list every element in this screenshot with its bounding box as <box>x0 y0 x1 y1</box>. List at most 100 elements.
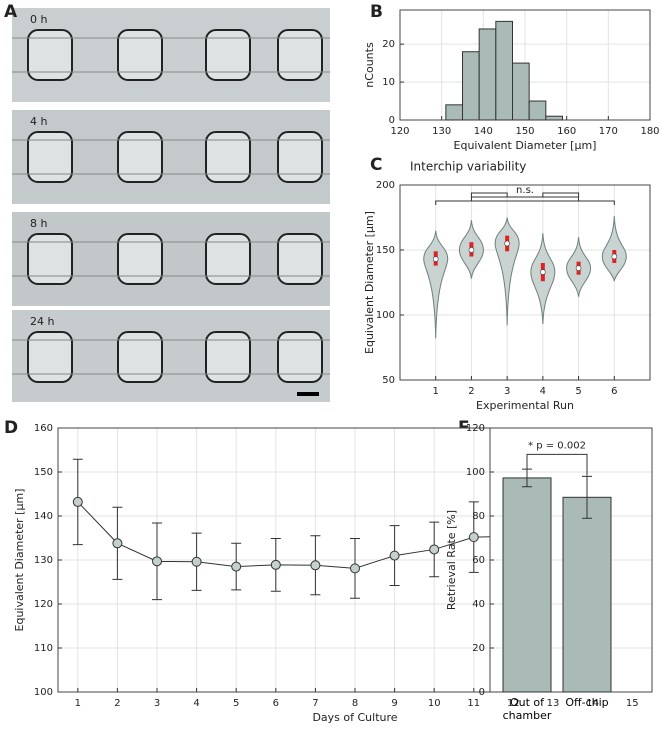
bar <box>562 496 612 693</box>
chamber <box>117 233 163 285</box>
y-tick-label: 150 <box>376 245 395 256</box>
y-tick-label: 20 <box>472 643 485 654</box>
x-tick-label: 1 <box>433 386 439 397</box>
y-tick-label: 0 <box>479 687 485 698</box>
data-point <box>350 563 360 574</box>
y-tick-label: 200 <box>376 180 395 191</box>
median-dot <box>504 240 510 247</box>
histogram-bar <box>478 28 497 121</box>
histogram-bar <box>495 20 514 121</box>
bracket <box>470 192 508 197</box>
y-tick-label: 20 <box>382 39 395 50</box>
x-tick-label: Out of chamber <box>502 696 552 722</box>
chamber <box>117 29 163 81</box>
x-tick-label: 9 <box>391 698 397 709</box>
histogram-bar <box>445 104 464 121</box>
chamber <box>27 233 73 285</box>
x-tick-label: 5 <box>575 386 581 397</box>
chamber <box>205 331 251 383</box>
data-point <box>112 538 123 549</box>
data-point <box>429 544 440 555</box>
scale-bar <box>297 392 319 396</box>
x-axis-label: Days of Culture <box>312 711 397 724</box>
x-tick-label: 10 <box>428 698 441 709</box>
y-tick-label: 100 <box>466 467 485 478</box>
bracket <box>542 192 580 197</box>
data-point <box>152 556 162 567</box>
chamber <box>205 131 251 183</box>
time-label: 0 h <box>30 13 47 26</box>
time-label: 24 h <box>30 315 54 328</box>
data-point <box>270 559 281 570</box>
chamber <box>205 29 251 81</box>
panel-label: C <box>370 155 382 175</box>
chamber <box>277 29 323 81</box>
y-tick-label: 50 <box>382 375 395 386</box>
x-tick-label: 3 <box>504 386 510 397</box>
axes-frame <box>399 184 651 381</box>
x-tick-label: 13 <box>547 698 560 709</box>
x-tick-label: 14 <box>586 698 599 709</box>
y-tick-label: 120 <box>34 599 53 610</box>
bracket <box>470 196 580 201</box>
x-tick-label: 160 <box>557 126 576 137</box>
chamber <box>277 331 323 383</box>
annotation: * p = 0.002 <box>528 440 586 451</box>
median-dot <box>611 253 618 260</box>
chamber <box>277 233 323 285</box>
x-tick-label: 120 <box>390 126 409 137</box>
panel-label: A <box>4 2 18 22</box>
data-point <box>191 556 202 567</box>
y-tick-label: 110 <box>34 643 53 654</box>
y-tick-label: 160 <box>34 423 53 434</box>
panel-label: D <box>4 418 18 438</box>
y-tick-label: 40 <box>472 599 485 610</box>
x-tick-label: 5 <box>233 698 239 709</box>
y-axis-label: nCounts <box>363 42 376 88</box>
chamber <box>27 131 73 183</box>
y-tick-label: 150 <box>34 467 53 478</box>
x-category: Off-chip <box>565 696 609 709</box>
x-tick-label: 150 <box>515 126 534 137</box>
x-tick-label: 180 <box>640 126 659 137</box>
chamber <box>27 29 73 81</box>
x-axis-label: Experimental Run <box>476 399 574 412</box>
y-axis-label: Equivalent Diameter [µm] <box>13 489 26 632</box>
x-tick-label: 12 <box>507 698 520 709</box>
bar <box>502 477 552 693</box>
bracket <box>526 453 588 476</box>
x-tick-label: 15 <box>626 698 639 709</box>
histogram-bar <box>462 51 480 121</box>
annotation: n.s. <box>516 185 534 196</box>
histogram-bar <box>545 115 563 121</box>
x-tick-label: 11 <box>467 698 480 709</box>
x-tick-label: 8 <box>352 698 358 709</box>
histogram-bar <box>512 62 530 121</box>
time-label: 4 h <box>30 115 47 128</box>
x-tick-label: 4 <box>193 698 199 709</box>
x-tick-label: 140 <box>474 126 493 137</box>
x-tick-label: 2 <box>114 698 120 709</box>
y-tick-label: 10 <box>382 77 395 88</box>
error-bar <box>582 475 592 519</box>
x-category: Out of chamber <box>502 696 552 722</box>
x-tick-label: 6 <box>611 386 617 397</box>
data-point <box>231 561 242 572</box>
violin <box>423 230 449 339</box>
x-tick-label: 2 <box>468 386 474 397</box>
chamber <box>277 131 323 183</box>
chart-title: Intrachip variability <box>410 0 527 1</box>
chamber <box>205 233 251 285</box>
x-tick-label: 3 <box>154 698 160 709</box>
x-tick-label: 7 <box>312 698 318 709</box>
y-tick-label: 80 <box>472 511 485 522</box>
median-dot <box>432 256 439 262</box>
chamber <box>117 131 163 183</box>
y-tick-label: 100 <box>34 687 53 698</box>
median-dot <box>540 269 546 275</box>
y-tick-label: 0 <box>389 115 395 126</box>
x-tick-label: Off-chip <box>565 696 609 709</box>
data-point <box>72 496 83 507</box>
x-tick-label: 6 <box>273 698 279 709</box>
